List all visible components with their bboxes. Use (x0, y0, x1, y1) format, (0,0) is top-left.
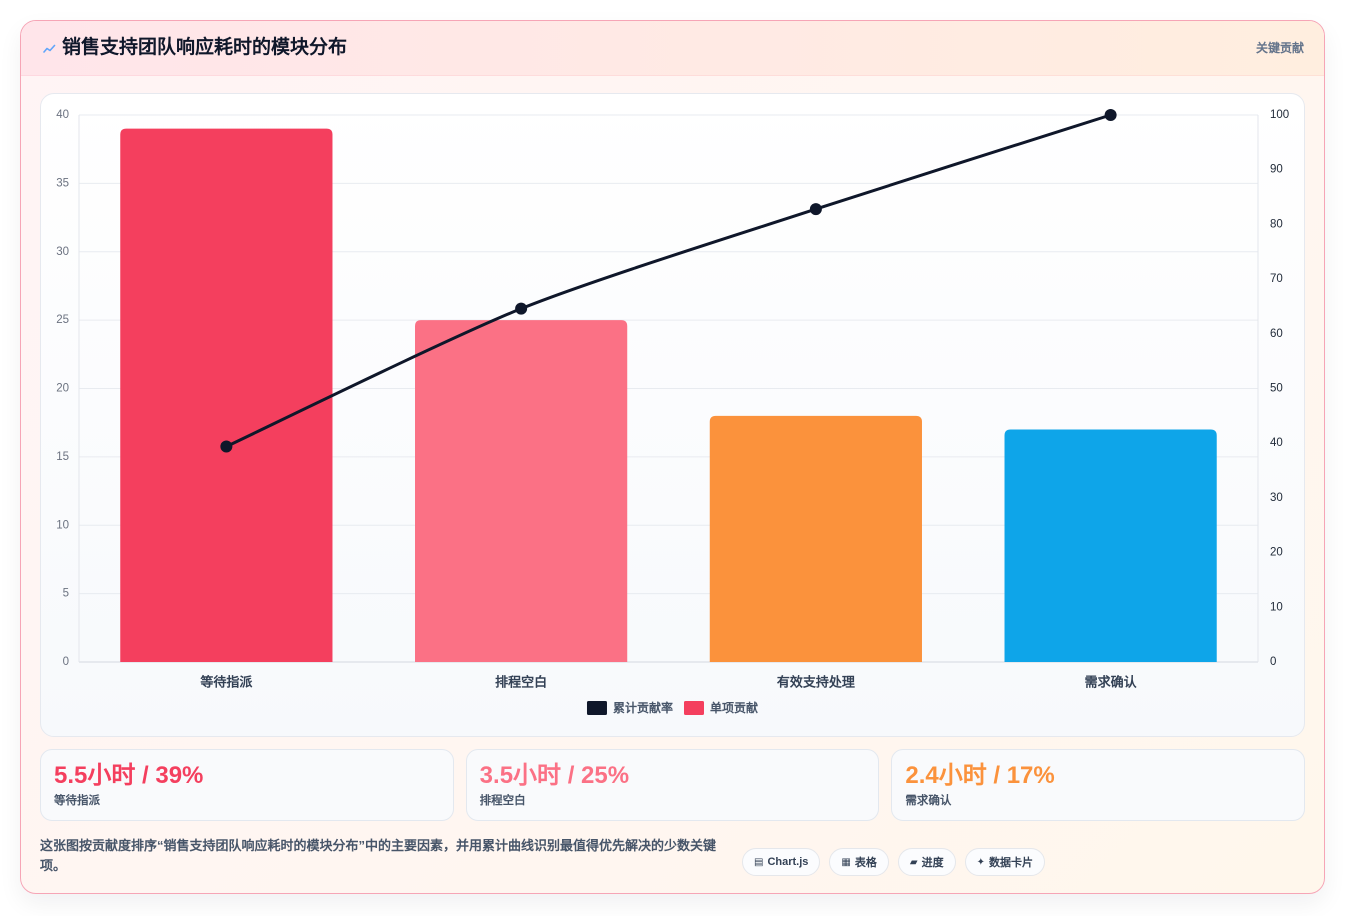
y-right-tick-label: 70 (1270, 273, 1283, 285)
x-category-label: 有效支持处理 (777, 675, 855, 690)
y-left-tick-label: 30 (56, 246, 69, 258)
y-left-tick-label: 5 (63, 588, 69, 600)
card-icon: ✦ (976, 856, 985, 868)
pill-chartjs[interactable]: ▤ Chart.js (742, 848, 821, 876)
stat-label: 需求确认 (905, 795, 952, 807)
cumulative-point (515, 302, 528, 315)
y-left-tick-label: 25 (56, 314, 69, 326)
y-left-tick-label: 40 (56, 109, 69, 121)
pill-progress[interactable]: ▰ 进度 (897, 848, 956, 876)
y-right-tick-label: 10 (1270, 601, 1283, 613)
legend-item: 累计贡献率 (586, 700, 673, 715)
cumulative-point (809, 203, 822, 216)
pill-data-card[interactable]: ✦ 数据卡片 (964, 848, 1045, 876)
y-left-tick-label: 0 (63, 656, 69, 668)
cumulative-point (220, 440, 233, 453)
legend-swatch (586, 701, 607, 715)
bar-2 (415, 320, 628, 662)
chart-panel: 0 5 10 15 20 25 30 35 40 0 10 20 30 40 50 60 70 80 90 100 等待… (40, 93, 1305, 737)
y-right-tick-label: 40 (1270, 437, 1283, 449)
stat-card: 5.5小时 / 39% 等待指派 (40, 749, 454, 821)
y-left-tick-label: 15 (56, 451, 69, 463)
progress-icon: ▰ (909, 856, 918, 868)
y-right-tick-label: 50 (1270, 383, 1283, 395)
pill-label: 进度 (921, 857, 944, 869)
y-right-tick-label: 90 (1270, 164, 1283, 176)
stat-label: 等待指派 (54, 795, 100, 807)
y-left-tick-label: 10 (56, 519, 69, 531)
legend-item: 单项贡献 (684, 700, 758, 715)
y-left-tick-label: 20 (56, 383, 69, 395)
y-right-tick-label: 60 (1270, 328, 1283, 340)
stat-card: 2.4小时 / 17% 需求确认 (891, 749, 1306, 821)
header-badge: 关键贡献 (1255, 41, 1304, 55)
legend-swatch (684, 701, 704, 715)
stat-value: 2.4小时 / 17% (905, 762, 1055, 789)
pill-label: 数据卡片 (988, 857, 1033, 869)
tag-pills: ▤ Chart.js ▦ 表格 ▰ 进度 ✦ 数据卡片 (742, 848, 1045, 876)
y-left-tick-label: 35 (56, 177, 69, 189)
bar-3 (709, 415, 922, 662)
legend-label: 单项贡献 (710, 700, 758, 715)
cumulative-point (1104, 109, 1117, 121)
stat-value: 3.5小时 / 25% (479, 762, 630, 789)
pill-table[interactable]: ▦ 表格 (829, 848, 889, 876)
y-right-tick-label: 0 (1270, 656, 1276, 668)
x-category-label: 排程空白 (495, 675, 547, 690)
report-card: 销售支持团队响应耗时的模块分布 关键贡献 0 5 10 15 20 25 30 35 40 0 10… (20, 20, 1325, 894)
x-category-label: 等待指派 (199, 675, 253, 690)
page-title: 销售支持团队响应耗时的模块分布 (62, 37, 348, 58)
y-right-tick-label: 20 (1270, 547, 1283, 559)
pill-label: Chart.js (767, 856, 809, 868)
stat-label: 排程空白 (479, 795, 526, 807)
chart-icon: ▤ (754, 856, 764, 868)
bar-4 (1004, 429, 1217, 662)
legend-label: 累计贡献率 (613, 700, 673, 715)
trend-spark-icon (43, 43, 56, 55)
card-header: 销售支持团队响应耗时的模块分布 关键贡献 (21, 21, 1324, 76)
chart-description: 这张图按贡献度排序“销售支持团队响应耗时的模块分布”中的主要因素，并用累计曲线识… (40, 838, 717, 873)
stat-cards: 5.5小时 / 39% 等待指派 3.5小时 / 25% 排程空白 2.4小时 … (40, 749, 1306, 821)
y-right-tick-label: 100 (1270, 109, 1289, 121)
table-icon: ▦ (841, 856, 851, 868)
pill-label: 表格 (854, 857, 877, 869)
x-category-label: 需求确认 (1085, 675, 1138, 690)
pareto-chart: 0 5 10 15 20 25 30 35 40 0 10 20 30 40 50 60 70 80 90 100 等待… (56, 109, 1289, 715)
stat-card: 3.5小时 / 25% 排程空白 (465, 749, 880, 821)
cumulative-line (225, 113, 1112, 448)
stat-value: 5.5小时 / 39% (54, 762, 204, 789)
y-right-tick-label: 30 (1270, 492, 1283, 504)
y-right-tick-label: 80 (1270, 218, 1283, 230)
bar-1 (120, 128, 333, 663)
chart-legend: 累计贡献率 单项贡献 (586, 700, 758, 715)
